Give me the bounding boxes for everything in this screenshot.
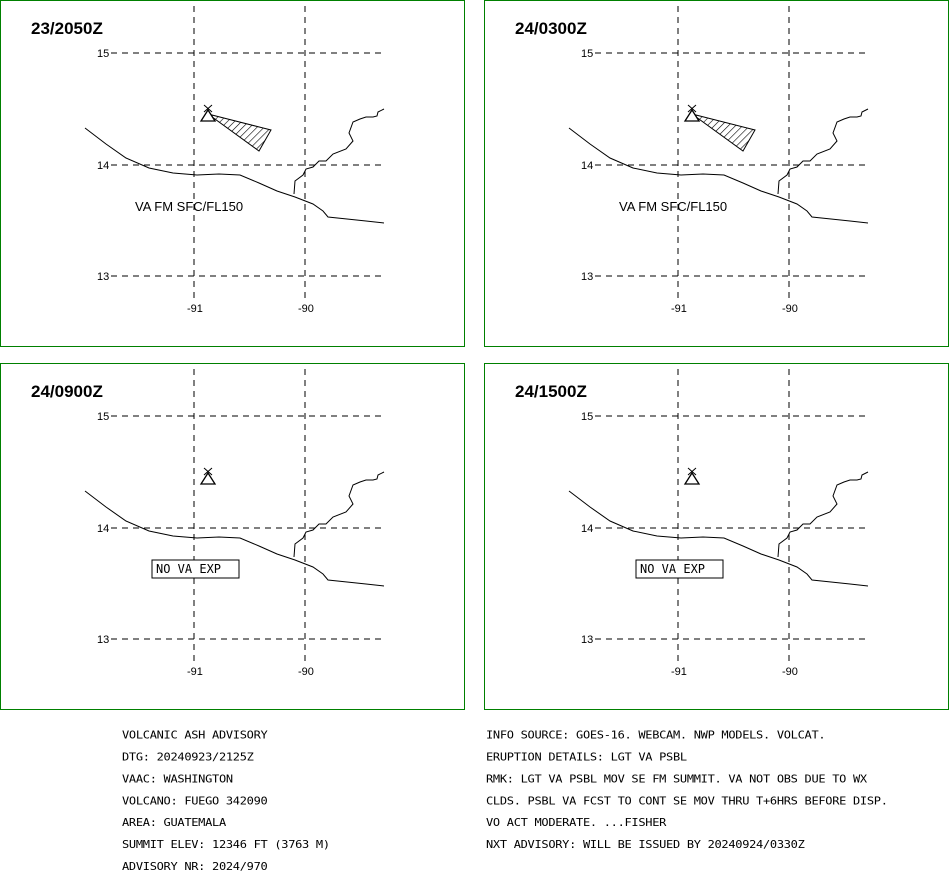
forecast-panel-3: 24/0900Z 15 14 13 -91 -90 NO VA EXP — [0, 363, 465, 710]
map-canvas: 15 14 13 -91 -90 NO VA EXP — [84, 369, 386, 678]
volcano-triangle-icon — [199, 104, 217, 122]
panel-time: 24/1500Z — [515, 382, 587, 401]
latitude-label: 13 — [97, 271, 109, 283]
volcano-triangle-icon — [199, 467, 217, 485]
advisory-remarks-text: INFO SOURCE: GOES-16. WEBCAM. NWP MODELS… — [486, 717, 888, 856]
panel-time: 24/0900Z — [31, 382, 103, 401]
longitude-label: -91 — [671, 303, 687, 315]
longitude-label: -90 — [782, 303, 798, 315]
advisory-line: INFO SOURCE: GOES-16. WEBCAM. NWP MODELS… — [486, 729, 826, 741]
longitude-label: -91 — [187, 303, 203, 315]
country-border — [777, 471, 869, 558]
forecast-panel-1: 23/2050Z 15 14 13 -91 -90 VA FM SFC/FL150 — [0, 0, 465, 347]
latitude-label: 15 — [97, 48, 109, 60]
forecast-panel-2: 24/0300Z 15 14 13 -91 -90 VA FM SFC/FL150 — [484, 0, 949, 347]
ash-cloud-area — [691, 113, 756, 152]
latitude-label: 15 — [581, 48, 593, 60]
advisory-line: RMK: LGT VA PSBL MOV SE FM SUMMIT. VA NO… — [486, 772, 867, 785]
coastline — [84, 127, 385, 224]
longitude-label: -90 — [782, 666, 798, 678]
no-va-label: NO VA EXP — [156, 562, 221, 576]
va-level-label: VA FM SFC/FL150 — [619, 199, 727, 214]
no-va-box — [635, 559, 724, 579]
advisory-line: AREA: GUATEMALA — [122, 816, 226, 829]
no-va-label: NO VA EXP — [640, 562, 705, 576]
forecast-panel-4: 24/1500Z 15 14 13 -91 -90 NO VA EXP — [484, 363, 949, 710]
map-canvas: 15 14 13 -91 -90 VA FM SFC/FL150 — [84, 6, 386, 315]
advisory-line: VO ACT MODERATE. ...FISHER — [486, 816, 667, 829]
latitude-label: 14 — [581, 160, 593, 172]
latitude-label: 13 — [581, 271, 593, 283]
volcano-triangle-icon — [683, 104, 701, 122]
latitude-label: 14 — [97, 160, 109, 172]
panel-time: 23/2050Z — [31, 19, 103, 38]
advisory-line: ERUPTION DETAILS: LGT VA PSBL — [486, 750, 687, 763]
advisory-header-text: VOLCANIC ASH ADVISORY DTG: 20240923/2125… — [122, 717, 330, 878]
latitude-label: 13 — [97, 634, 109, 646]
country-border — [293, 471, 385, 558]
country-border — [777, 108, 869, 195]
coastline — [84, 490, 385, 587]
latitude-label: 13 — [581, 634, 593, 646]
country-border — [293, 108, 385, 195]
longitude-label: -90 — [298, 666, 314, 678]
advisory-line: VOLCANIC ASH ADVISORY — [122, 729, 268, 741]
va-level-label: VA FM SFC/FL150 — [135, 199, 243, 214]
map-canvas: 15 14 13 -91 -90 NO VA EXP — [568, 369, 870, 678]
coastline — [568, 490, 869, 587]
latitude-label: 14 — [581, 523, 593, 535]
latitude-label: 15 — [97, 411, 109, 423]
coastline — [568, 127, 869, 224]
no-va-box — [151, 559, 240, 579]
ash-cloud-area — [207, 113, 272, 152]
longitude-label: -91 — [187, 666, 203, 678]
advisory-line: VOLCANO: FUEGO 342090 — [122, 794, 268, 807]
advisory-line: CLDS. PSBL VA FCST TO CONT SE MOV THRU T… — [486, 794, 888, 807]
advisory-line: DTG: 20240923/2125Z — [122, 750, 254, 763]
volcano-triangle-icon — [683, 467, 701, 485]
advisory-line: NXT ADVISORY: WILL BE ISSUED BY 20240924… — [486, 838, 805, 851]
advisory-line: ADVISORY NR: 2024/970 — [122, 860, 268, 873]
panel-time: 24/0300Z — [515, 19, 587, 38]
longitude-label: -90 — [298, 303, 314, 315]
advisory-line: VAAC: WASHINGTON — [122, 772, 233, 785]
longitude-label: -91 — [671, 666, 687, 678]
latitude-label: 15 — [581, 411, 593, 423]
advisory-line: SUMMIT ELEV: 12346 FT (3763 M) — [122, 838, 330, 851]
map-canvas: 15 14 13 -91 -90 VA FM SFC/FL150 — [568, 6, 870, 315]
latitude-label: 14 — [97, 523, 109, 535]
